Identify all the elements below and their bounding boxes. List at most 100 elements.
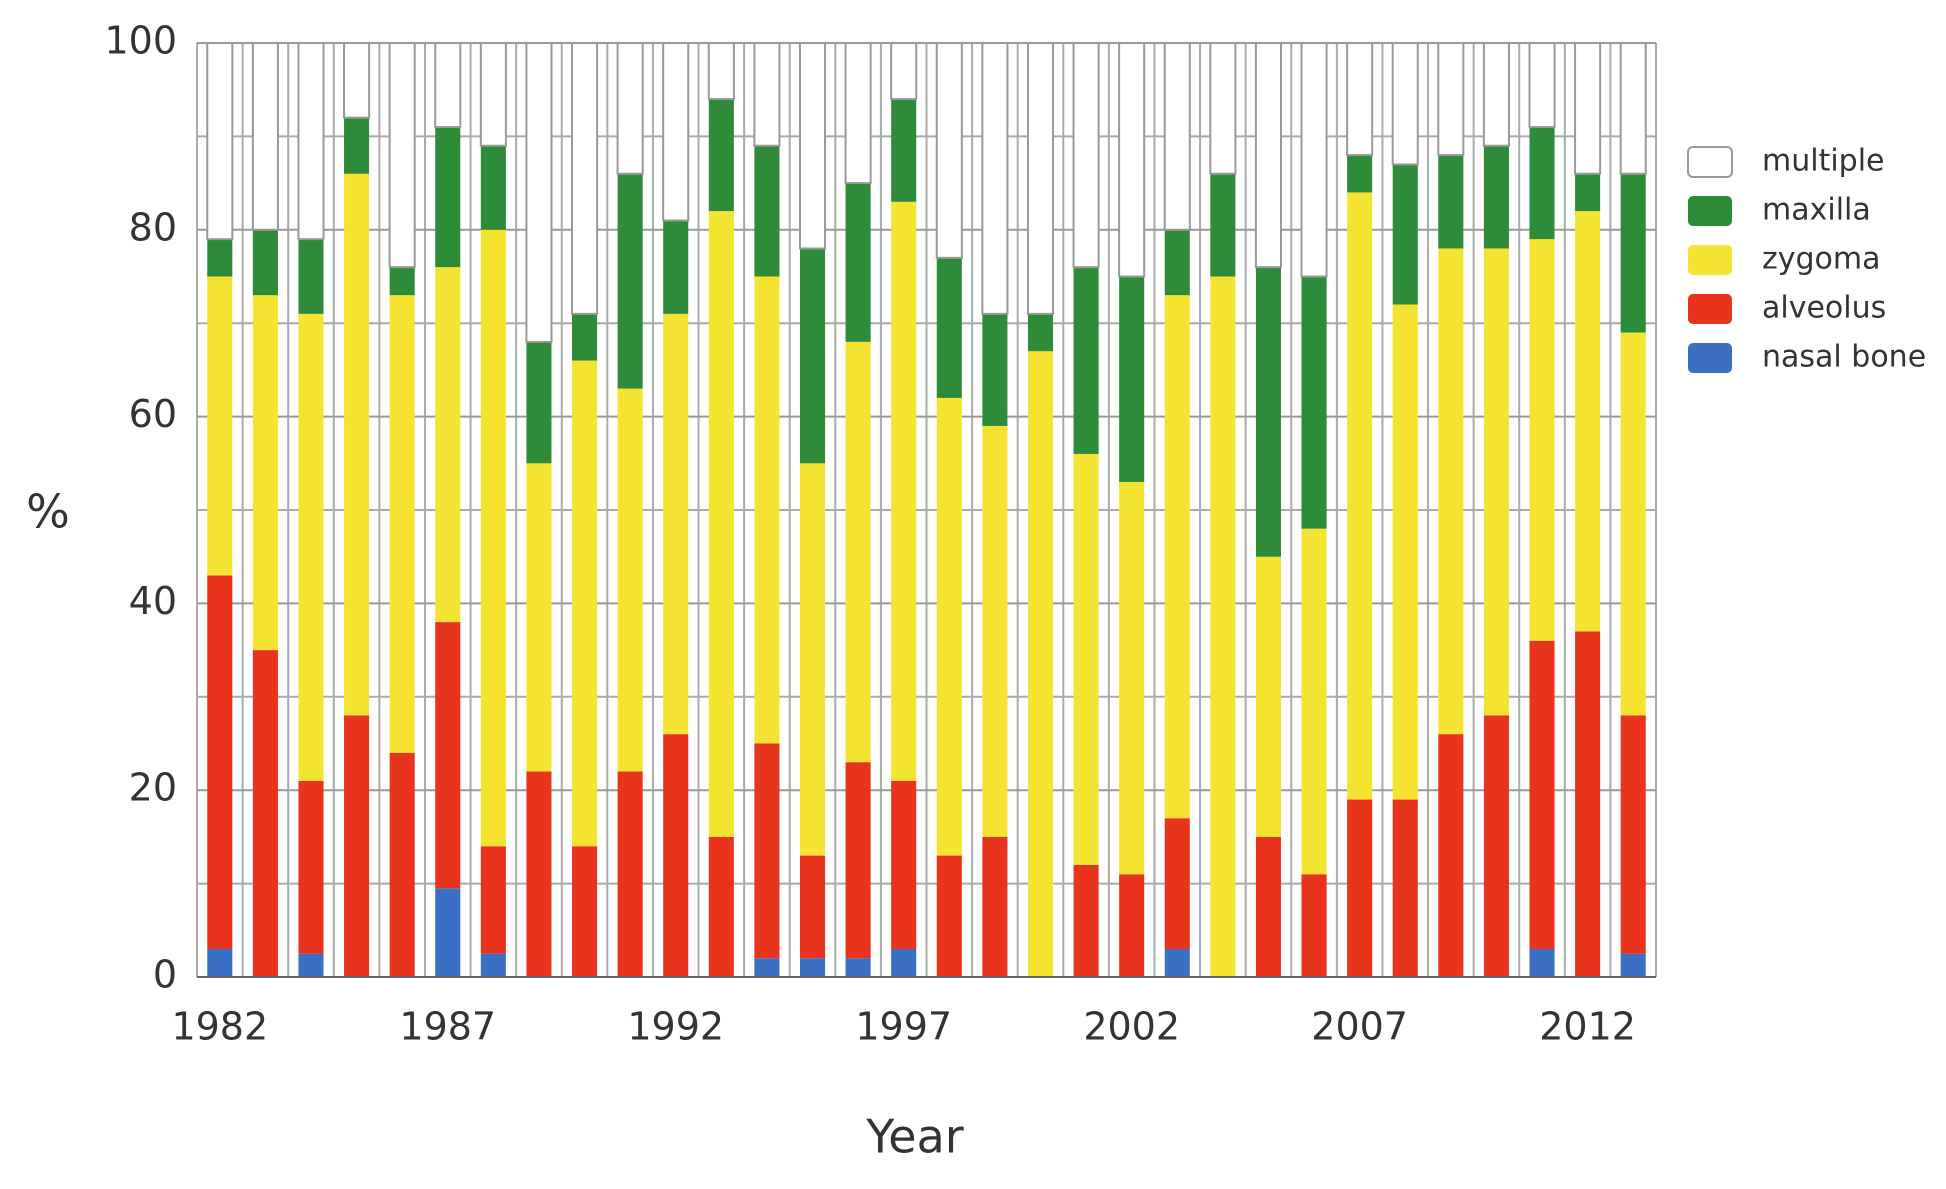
bar-segment [982,425,1008,837]
bar-segment [754,958,780,977]
bar-segment [1529,127,1555,240]
bar-segment [206,42,234,241]
bar-segment [1529,948,1555,977]
bar-segment [480,229,506,847]
bar-segment [1483,145,1509,249]
bar-segment [1301,874,1327,977]
bar-segment [891,201,917,781]
bar-segment [981,42,1009,315]
bar-segment [207,575,233,949]
bar-segment [1164,948,1190,977]
bar-segment [936,855,962,977]
bar-segment [754,743,780,959]
bar-segment [1392,304,1418,800]
legend-swatch [1688,196,1732,226]
bar-segment [1255,836,1281,977]
bar-segment [1300,42,1328,278]
bar-segment [207,239,233,277]
bar-segment [891,948,917,977]
legend-label: maxilla [1762,193,1871,228]
bar-segment [525,42,553,343]
bar-segment [1073,267,1099,454]
bar-segment [1210,276,1236,977]
bar-segment [1437,42,1465,157]
bar-segment [799,463,826,856]
bar-segment [298,953,324,977]
bar-segment [1027,313,1054,352]
bar-segment [389,295,415,753]
bar-segment [388,42,416,269]
bar-segment [526,341,552,464]
bar-segment [891,99,917,202]
legend-label: zygoma [1762,242,1881,277]
bar-segment [798,42,827,250]
bar-segment [298,780,324,954]
bar-segment [252,650,278,977]
bar-segment [936,397,962,856]
bar-segment [207,948,233,977]
bar-segment [1347,799,1373,977]
bar-segment [344,715,370,977]
bar-segment [1391,42,1419,166]
bar-segment [1620,173,1646,333]
bar-segment [1528,42,1556,129]
x-tick-label: 1992 [627,1005,724,1049]
bar-segment [1620,953,1646,977]
bar-segment [1438,734,1464,977]
legend-swatch [1688,245,1732,275]
bar-segment [389,267,415,296]
bar-segment [845,958,871,977]
bar-segment [298,239,324,314]
bar-segment [571,42,599,315]
bar-segment [845,341,871,763]
bar-segment [1119,481,1145,875]
legend-swatch [1687,146,1733,178]
bar-segment [1347,155,1373,193]
bar-segment [298,313,324,781]
bar-segment [708,99,734,212]
bar-segment [389,752,415,977]
bar-segment [480,846,506,954]
bar-segment [1164,295,1190,819]
bar-segment [1301,276,1327,529]
x-tick-label: 1987 [399,1005,496,1049]
x-tick-label: 1997 [855,1005,952,1049]
bar-segment [572,313,598,361]
x-tick-label: 1982 [171,1005,268,1049]
y-tick-label: 0 [153,953,177,997]
legend-swatch [1688,343,1732,373]
bar-segment [1483,715,1509,977]
bar-segment [252,295,278,651]
y-tick-label: 100 [104,19,177,63]
bar-segment [1210,173,1236,277]
bar-segment [845,183,871,342]
bar-segment [799,855,826,959]
bar-segment [1574,42,1602,175]
bar-segment [1255,556,1281,837]
bar-segment [572,360,598,847]
bar-segment [1346,42,1374,157]
bar-segment [480,145,506,230]
bar-segment [207,276,233,576]
bar-segment [251,42,279,231]
bar-segment [1529,239,1555,641]
bar-segment [1254,42,1282,269]
bar-segment [435,888,461,977]
bar-segment [435,127,461,268]
bar-segment [1620,332,1646,716]
bar-segment [1619,42,1647,175]
bar-segment [344,117,370,174]
bar-segment [844,42,872,185]
bar-segment [1438,248,1464,735]
y-axis-title: % [26,485,70,539]
bar-segment [1575,631,1601,977]
bar-segment [435,267,461,623]
bar-segment [1119,276,1145,482]
bar-segment [1163,42,1191,231]
bar-segment [1026,42,1055,315]
bar-segment [1209,42,1237,175]
bar-segment [617,771,643,977]
legend-label: nasal bone [1762,340,1926,375]
bar-segment [343,42,371,119]
